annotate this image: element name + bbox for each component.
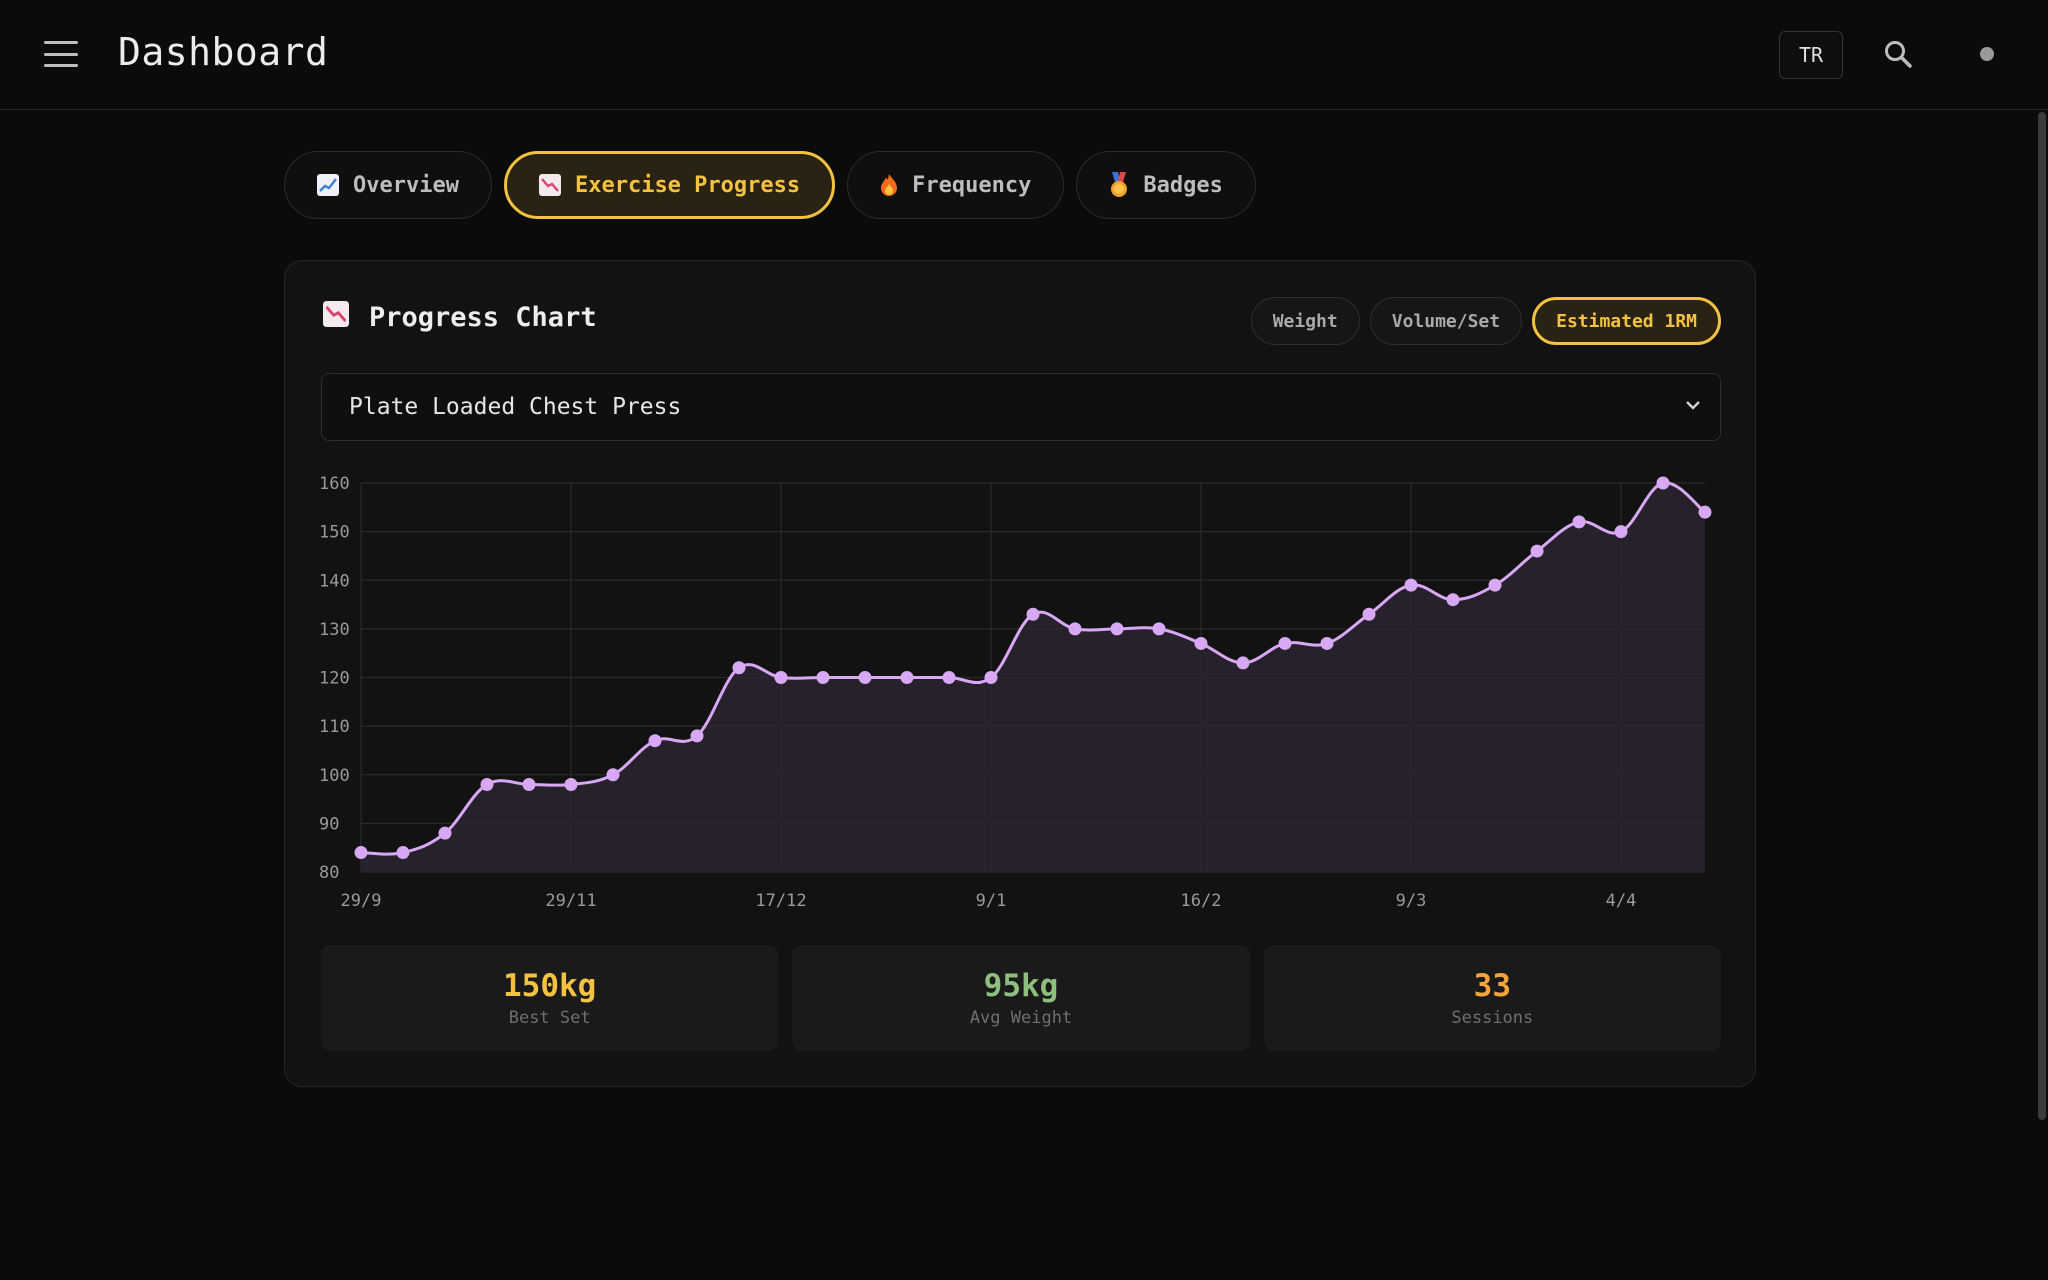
y-tick-label: 160 (319, 474, 350, 494)
language-button[interactable]: TR (1779, 31, 1843, 79)
chart-data-point (1152, 622, 1166, 636)
chart-data-point (1320, 636, 1334, 650)
tab-label: Badges (1143, 172, 1223, 198)
card-title: Progress Chart (323, 301, 597, 334)
chart-data-point (354, 846, 368, 860)
stat-value: 95kg (983, 968, 1059, 1004)
tab-label: Frequency (912, 172, 1032, 198)
chart-data-point (1110, 622, 1124, 636)
stats-row: 150kg Best Set 95kg Avg Weight 33 Sessio… (321, 945, 1721, 1051)
chart-decreasing-icon (538, 174, 561, 196)
chart-data-point (1698, 505, 1712, 519)
chart-data-point (1572, 515, 1586, 529)
chart-data-point (480, 777, 494, 791)
chart-data-point (1446, 593, 1460, 607)
chart-data-point (1236, 656, 1250, 670)
medal-icon (1109, 172, 1129, 198)
chart-data-point (1026, 607, 1040, 621)
card-title-text: Progress Chart (369, 302, 597, 333)
metric-volume-set-button[interactable]: Volume/Set (1369, 297, 1523, 345)
chart-data-point (1068, 622, 1082, 636)
chart-data-point (690, 729, 704, 743)
x-tick-label: 16/2 (1181, 891, 1222, 911)
chart-data-point (1488, 578, 1502, 592)
y-tick-label: 100 (319, 766, 350, 786)
metric-weight-button[interactable]: Weight (1250, 297, 1360, 345)
chart-data-point (1530, 544, 1544, 558)
progress-chart-card: Progress Chart Weight Volume/Set Estimat… (284, 260, 1756, 1087)
tab-overview[interactable]: Overview (284, 151, 492, 219)
page-title: Dashboard (118, 30, 329, 74)
x-tick-label: 9/3 (1396, 891, 1427, 911)
menu-icon[interactable] (44, 41, 78, 67)
x-tick-label: 29/11 (545, 891, 596, 911)
x-tick-label: 9/1 (976, 891, 1007, 911)
metric-toggle: Weight Volume/Set Estimated 1RM (1250, 297, 1721, 345)
stat-label: Best Set (508, 1008, 591, 1028)
exercise-select-value: Plate Loaded Chest Press (349, 394, 682, 420)
chart-data-point (858, 671, 872, 684)
stat-label: Sessions (1451, 1008, 1534, 1028)
chart-data-point (1194, 636, 1208, 650)
chart-data-point (522, 777, 536, 791)
chart-data-point (564, 777, 578, 791)
x-tick-label: 17/12 (755, 891, 806, 911)
chart-data-point (1614, 525, 1628, 539)
chart-data-point (396, 846, 410, 860)
chart-data-point (816, 671, 830, 684)
status-dot[interactable] (1980, 47, 1994, 61)
chevron-down-icon (1686, 401, 1700, 410)
y-tick-label: 90 (319, 814, 339, 834)
stat-sessions: 33 Sessions (1263, 945, 1721, 1051)
progress-chart: 80 90 100 110 120 130 140 150 160 29/9 29/11 17/12 9… (315, 461, 1735, 941)
scrollbar[interactable] (2038, 112, 2046, 1120)
metric-estimated-1rm-button[interactable]: Estimated 1RM (1532, 297, 1721, 345)
chart-data-point (900, 671, 914, 684)
stat-best-set: 150kg Best Set (321, 945, 779, 1051)
chart-data-point (1404, 578, 1418, 592)
y-tick-label: 80 (319, 863, 339, 883)
chart-data-point (942, 671, 956, 684)
chart-data-point (1362, 607, 1376, 621)
x-tick-label: 4/4 (1606, 891, 1637, 911)
tab-bar: Overview Exercise Progress Frequency Bad… (284, 151, 1256, 219)
stat-value: 150kg (503, 968, 597, 1004)
fire-icon (880, 173, 898, 197)
chart-data-point (774, 671, 788, 684)
stat-value: 33 (1473, 968, 1511, 1004)
x-tick-label: 29/9 (341, 891, 382, 911)
exercise-select[interactable]: Plate Loaded Chest Press (321, 373, 1721, 441)
top-bar: Dashboard TR (0, 0, 2048, 110)
chart-increasing-icon (317, 174, 339, 196)
y-tick-label: 120 (319, 669, 350, 689)
tab-label: Exercise Progress (574, 172, 801, 198)
chart-data-point (1278, 636, 1292, 650)
chart-data-point (1656, 476, 1670, 490)
chart-area-fill (361, 482, 1705, 872)
search-icon[interactable] (1882, 38, 1916, 72)
tab-frequency[interactable]: Frequency (847, 151, 1065, 219)
chart-data-point (606, 768, 620, 782)
chart-data-point (732, 661, 746, 675)
chart-svg: 80 90 100 110 120 130 140 150 160 29/9 29/11 17/12 9… (319, 474, 1712, 911)
chart-decreasing-icon (323, 301, 349, 334)
tab-label: Overview (353, 172, 459, 198)
chart-data-point (438, 826, 452, 840)
stat-label: Avg Weight (969, 1008, 1073, 1028)
y-tick-label: 130 (319, 620, 350, 640)
stat-avg-weight: 95kg Avg Weight (792, 945, 1250, 1051)
chart-data-point (648, 734, 662, 748)
y-tick-label: 140 (319, 571, 350, 591)
tab-badges[interactable]: Badges (1076, 151, 1256, 219)
y-tick-label: 150 (319, 523, 350, 543)
y-tick-label: 110 (319, 717, 350, 737)
chart-data-point (984, 671, 998, 684)
tab-exercise-progress[interactable]: Exercise Progress (503, 151, 836, 219)
